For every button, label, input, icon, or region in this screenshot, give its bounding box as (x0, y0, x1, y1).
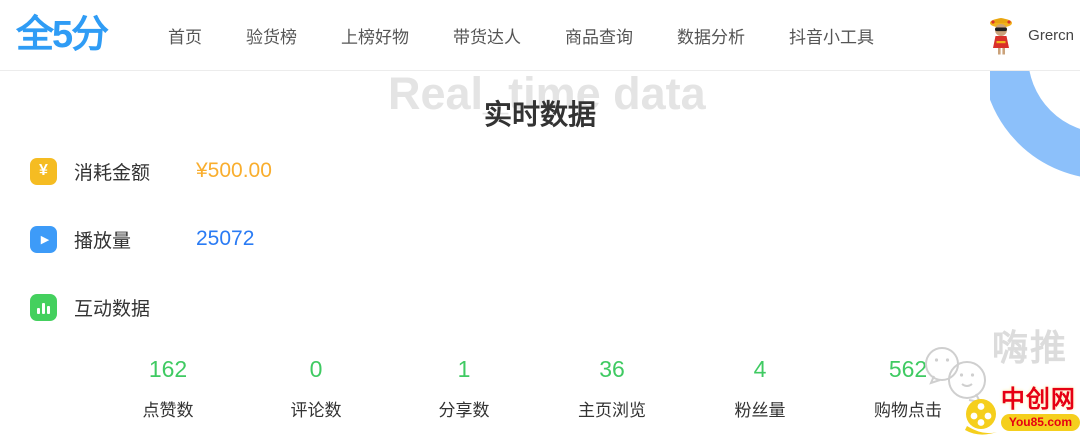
stat-comments: 0 评论数 (242, 356, 390, 421)
zcw-site-name: 中创网 (1000, 386, 1076, 413)
page-title: 实时数据 (483, 99, 596, 130)
nav-item-inspection[interactable]: 验货榜 (246, 28, 297, 47)
interaction-stats-row: 162 点赞数 0 评论数 1 分享数 36 主页浏览 4 粉丝量 562 购物… (94, 356, 982, 421)
user-avatar (990, 17, 1013, 54)
site-logo[interactable]: 全5分 (16, 14, 109, 56)
bar-chart-icon (30, 293, 57, 321)
play-icon: ▶ (30, 225, 57, 253)
metric-label: 消耗金额 (74, 162, 151, 184)
main-nav: 首页 验货榜 上榜好物 带货达人 商品查询 数据分析 抖音小工具 (168, 0, 874, 71)
nav-item-douyin-tools[interactable]: 抖音小工具 (789, 28, 874, 47)
background-watermark-text: Real_time data (388, 71, 706, 119)
stat-label: 粉丝量 (734, 401, 786, 420)
zcw-site-url: You85.com (1000, 414, 1080, 431)
metric-label: 播放量 (74, 230, 132, 252)
nav-item-top-goods[interactable]: 上榜好物 (341, 28, 409, 47)
username-label: Grercn (1028, 27, 1074, 44)
nav-item-home[interactable]: 首页 (168, 28, 202, 47)
stat-label: 分享数 (438, 401, 490, 420)
stat-likes: 162 点赞数 (94, 356, 242, 421)
zcw-texts: 中创网 You85.com (1000, 386, 1080, 431)
haitui-watermark-text: 嗨推 (991, 327, 1068, 368)
nav-item-influencers[interactable]: 带货达人 (453, 28, 521, 47)
metrics-list: ¥ 消耗金额 ¥500.00 ▶ 播放量 25072 互动数据 (30, 157, 272, 361)
stat-value: 162 (148, 356, 188, 382)
metric-row-consumed-amount: ¥ 消耗金额 ¥500.00 (30, 157, 272, 185)
consumed-amount-value: ¥500.00 (196, 159, 272, 182)
stat-value: 4 (753, 356, 767, 382)
nav-item-data-analysis[interactable]: 数据分析 (677, 28, 745, 47)
stat-shop-clicks: 562 购物点击 (834, 356, 982, 421)
stat-followers: 4 粉丝量 (686, 356, 834, 421)
stat-value: 562 (888, 356, 928, 382)
zhongchuangwang-logo: 中创网 You85.com (961, 388, 1080, 438)
stat-value: 0 (309, 356, 323, 382)
yen-icon: ¥ (30, 157, 57, 185)
stat-label: 购物点击 (874, 401, 942, 420)
play-count-value: 25072 (196, 227, 255, 250)
metric-row-play-count: ▶ 播放量 25072 (30, 225, 272, 253)
stat-shares: 1 分享数 (390, 356, 538, 421)
film-reel-icon (964, 399, 997, 435)
realtime-data-panel: Real_time data 实时数据 ¥ 消耗金额 ¥500.00 ▶ 播放量… (0, 71, 1080, 438)
metric-label: 互动数据 (74, 298, 151, 320)
haitui-watermark: 嗨推 (920, 328, 1068, 406)
stat-label: 评论数 (290, 401, 342, 420)
user-menu[interactable]: Grercn (984, 0, 1074, 71)
stat-value: 36 (599, 356, 625, 382)
metric-row-interaction-data: 互动数据 (30, 293, 272, 321)
stat-value: 1 (457, 356, 471, 382)
nav-item-product-query[interactable]: 商品查询 (565, 28, 633, 47)
stat-profile-views: 36 主页浏览 (538, 356, 686, 421)
stat-label: 主页浏览 (578, 401, 646, 420)
top-navbar: 全5分 首页 验货榜 上榜好物 带货达人 商品查询 数据分析 抖音小工具 Gre… (0, 0, 1080, 71)
chat-faces-icon (924, 347, 986, 404)
stat-label: 点赞数 (142, 401, 194, 420)
